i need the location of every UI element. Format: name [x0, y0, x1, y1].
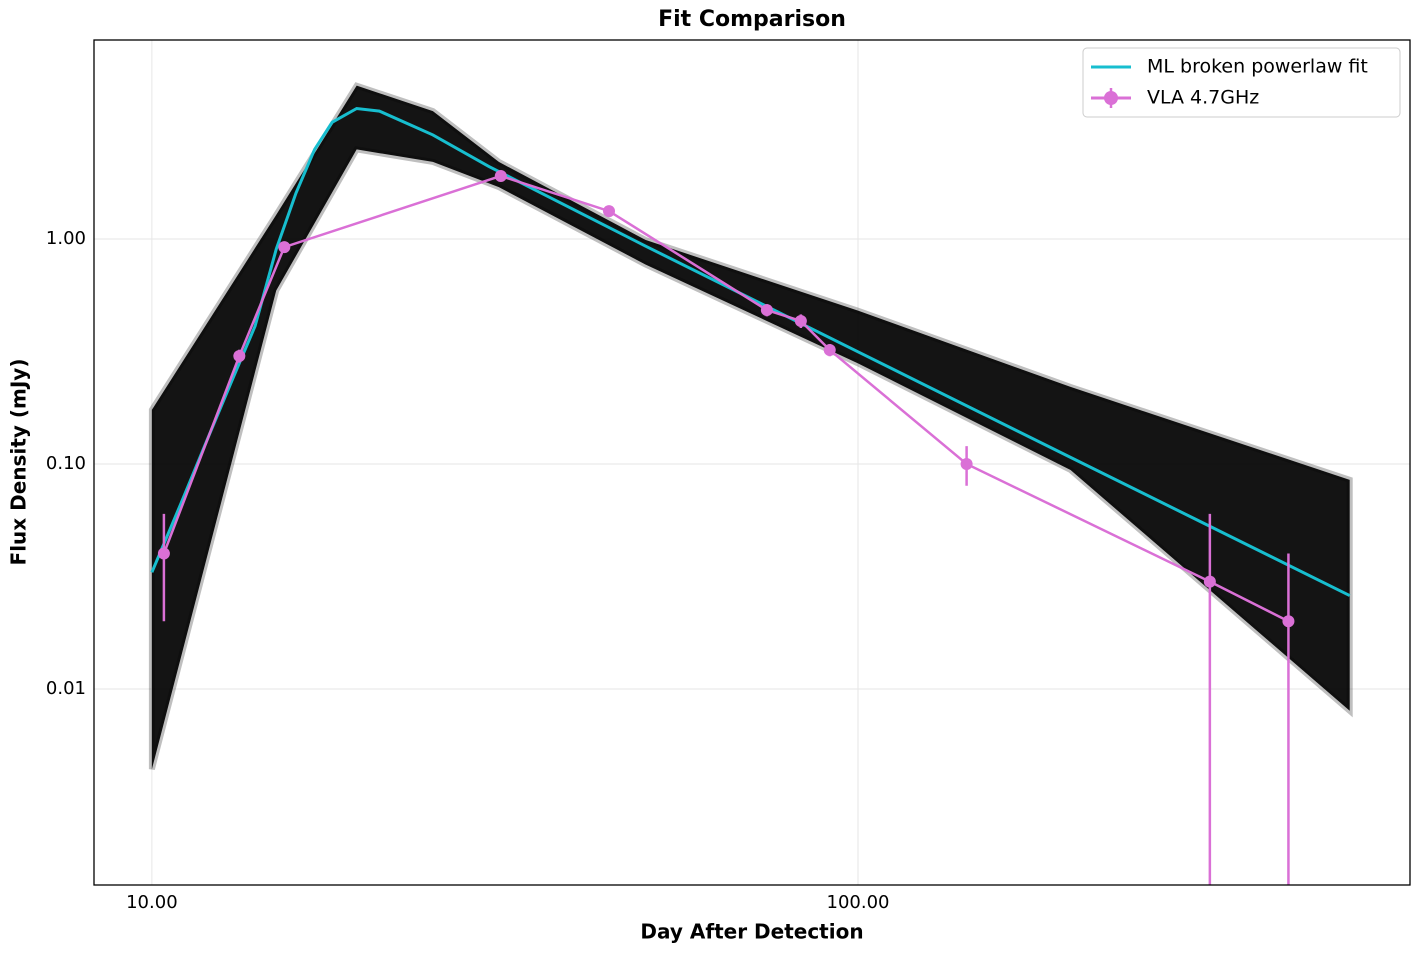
y-tick-label: 0.10: [46, 453, 86, 474]
data-point: [278, 241, 291, 254]
data-point: [494, 169, 507, 182]
series-line: [162, 174, 1289, 623]
x-tick-label: 10.00: [126, 892, 178, 913]
plot-area: [148, 82, 1353, 885]
x-tick-label: 100.00: [827, 892, 890, 913]
legend: ML broken powerlaw fit VLA 4.7GHz: [1082, 47, 1401, 118]
y-tick-label: 0.01: [46, 678, 86, 699]
data-point: [157, 547, 170, 560]
legend-box: [1082, 47, 1401, 118]
data-point: [960, 457, 973, 470]
legend-swatch: [1104, 91, 1118, 105]
data-point: [823, 343, 836, 356]
data-point: [760, 304, 773, 317]
axes: 10.00 100.00 0.01 0.10 1.00: [46, 228, 890, 913]
data-point: [794, 314, 807, 327]
chart-title: Fit Comparison: [658, 7, 846, 32]
legend-label: VLA 4.7GHz: [1147, 87, 1259, 109]
y-axis-label: Flux Density (mJy): [7, 359, 31, 566]
posterior-band: [148, 82, 1353, 770]
legend-label: ML broken powerlaw fit: [1147, 56, 1368, 78]
x-axis-label: Day After Detection: [640, 920, 863, 944]
y-tick-label: 1.00: [46, 228, 86, 249]
data-point: [233, 349, 246, 362]
plot-frame: [93, 39, 1411, 886]
data-point: [603, 205, 616, 218]
data-point: [1203, 575, 1216, 588]
data-point: [1282, 615, 1295, 628]
series-line: [150, 106, 1351, 597]
